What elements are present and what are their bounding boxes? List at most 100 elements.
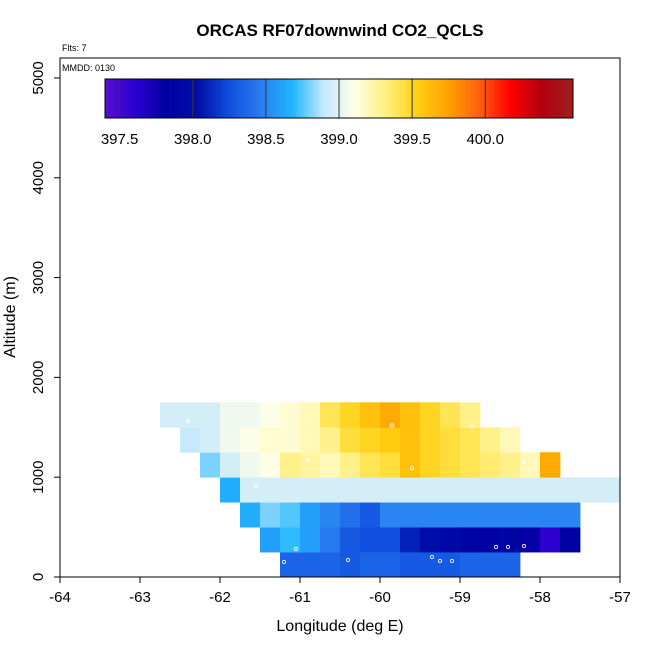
colorbar-segment — [113, 79, 118, 118]
colorbar-segment — [415, 79, 419, 118]
heatmap-cell — [380, 502, 401, 528]
colorbar-segment — [330, 79, 334, 118]
heatmap-cell — [280, 477, 301, 503]
heatmap-cell — [540, 527, 561, 553]
colorbar: 397.5 398.0 398.5 399.0 399.5 400.0 — [101, 78, 574, 148]
colorbar-segment — [426, 79, 431, 118]
colorbar-segment — [438, 79, 442, 118]
colorbar-segment — [558, 79, 562, 118]
heatmap-cell — [600, 477, 621, 503]
colorbar-segment — [204, 79, 208, 118]
colorbar-segment — [298, 79, 302, 118]
colorbar-segment — [388, 79, 393, 118]
colorbar-segment — [371, 79, 375, 118]
colorbar-segment — [344, 79, 349, 118]
heatmap-cell — [260, 527, 281, 553]
colorbar-segment — [248, 79, 252, 118]
colorbar-segment — [570, 79, 574, 118]
flights-note: Flts: 7 — [62, 43, 87, 53]
colorbar-segment — [110, 79, 115, 118]
y-tick-label: 2000 — [30, 361, 47, 394]
colorbar-segment — [333, 79, 337, 118]
colorbar-segment — [543, 79, 548, 118]
x-tick-label: -58 — [529, 589, 551, 606]
colorbar-segment — [160, 79, 164, 118]
colorbar-segment — [192, 79, 197, 118]
flight-point — [449, 559, 454, 564]
heatmap-cell — [460, 477, 481, 503]
colorbar-segment — [534, 79, 539, 118]
colorbar-segment — [494, 79, 498, 118]
heatmap-cell — [520, 527, 541, 553]
heatmap-cell — [320, 502, 341, 528]
flight-point — [522, 544, 527, 549]
flight-point — [293, 547, 298, 552]
heatmap-cell — [480, 527, 501, 553]
colorbar-segment — [277, 79, 281, 118]
colorbar-tick-label: 398.5 — [247, 131, 285, 148]
x-tick-label: -59 — [449, 589, 471, 606]
colorbar-segment — [195, 79, 200, 118]
heatmap-cell — [300, 452, 321, 478]
colorbar-frame — [104, 78, 574, 119]
flight-point — [305, 458, 310, 463]
heatmap-cell — [520, 477, 541, 503]
colorbar-segment — [157, 79, 162, 118]
colorbar-segment — [453, 79, 457, 118]
heatmap-cell — [460, 402, 481, 428]
colorbar-tick-label: 397.5 — [101, 131, 139, 148]
heatmap-cell — [340, 502, 361, 528]
heatmap-cell — [320, 477, 341, 503]
colorbar-segment — [532, 79, 536, 118]
heatmap-cell — [560, 502, 581, 528]
heatmap-cell — [480, 452, 501, 478]
heatmap-cell — [240, 477, 261, 503]
colorbar-segment — [306, 79, 311, 118]
colorbar-segment — [473, 79, 477, 118]
colorbar-segment — [131, 79, 135, 118]
colorbar-segment — [151, 79, 156, 118]
colorbar-segment — [260, 79, 264, 118]
colorbar-segment — [456, 79, 460, 118]
colorbar-segment — [271, 79, 276, 118]
heatmap-cell — [300, 502, 321, 528]
colorbar-tick-label: 399.5 — [393, 131, 431, 148]
heatmap-cell — [200, 452, 221, 478]
heatmap-cell — [380, 427, 401, 453]
colorbar-segment — [125, 79, 129, 118]
colorbar-segment — [420, 79, 425, 118]
heatmap-cell — [440, 527, 461, 553]
heatmap-cell — [440, 552, 461, 578]
colorbar-segment — [391, 79, 396, 118]
colorbar-segment — [286, 79, 290, 118]
heatmap-cell — [260, 477, 281, 503]
colorbar-segment — [467, 79, 472, 118]
colorbar-segment — [412, 79, 416, 118]
colorbar-segment — [523, 79, 527, 118]
colorbar-segment — [476, 79, 480, 118]
heatmap-cell — [300, 527, 321, 553]
flight-point — [522, 460, 527, 465]
colorbar-segment — [359, 79, 363, 118]
colorbar-segment — [567, 79, 571, 118]
heatmap-cell — [200, 402, 221, 428]
flight-point — [185, 419, 190, 424]
heatmap-cell — [280, 427, 301, 453]
heatmap-cell — [460, 552, 481, 578]
colorbar-segment — [309, 79, 314, 118]
colorbar-segment — [289, 79, 293, 118]
heatmap-cell — [420, 402, 441, 428]
colorbar-segment — [262, 79, 267, 118]
heatmap-cell — [500, 452, 521, 478]
flight-point — [389, 423, 394, 428]
flight-point — [253, 484, 258, 489]
colorbar-segment — [189, 79, 194, 118]
heatmap-cell — [460, 427, 481, 453]
y-axis-label: Altitude (m) — [2, 276, 19, 358]
heatmap-cell — [220, 402, 241, 428]
heatmap-cell — [380, 527, 401, 553]
heatmap-cell — [380, 477, 401, 503]
colorbar-segment — [379, 79, 384, 118]
flight-point — [505, 545, 510, 550]
colorbar-segment — [496, 79, 501, 118]
